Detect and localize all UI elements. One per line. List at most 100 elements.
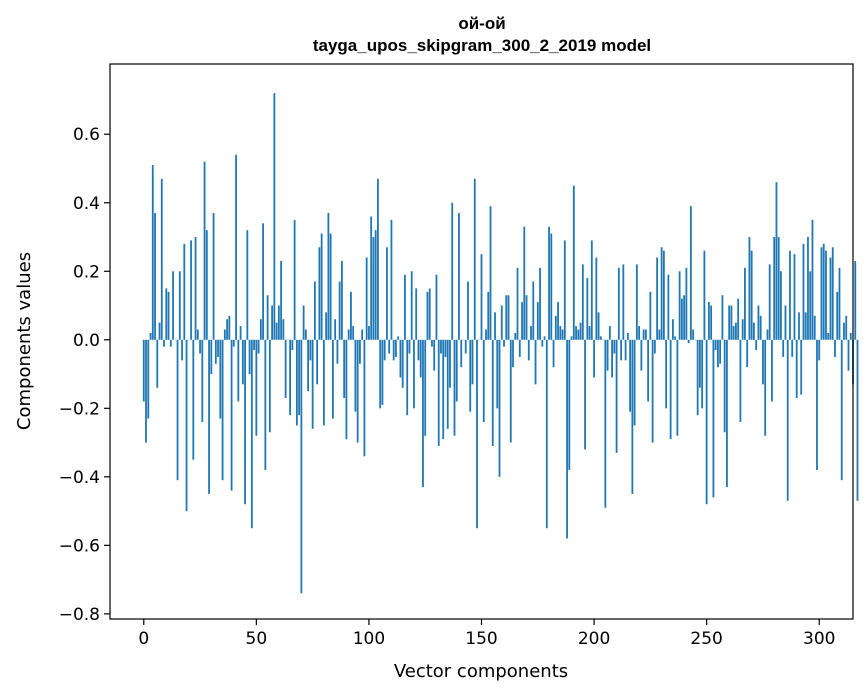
bar-component-313 — [847, 339, 850, 371]
bar-component-109 — [388, 339, 391, 354]
bar-component-261 — [730, 305, 733, 340]
bar-component-264 — [737, 298, 740, 340]
bar-component-254 — [714, 339, 717, 351]
bar-component-138 — [453, 339, 456, 436]
bar-component-171 — [527, 339, 530, 361]
bar-component-9 — [163, 339, 165, 347]
bar-component-291 — [798, 312, 800, 340]
bar-component-214 — [624, 339, 627, 361]
bar-component-38 — [228, 315, 231, 340]
bar-component-309 — [838, 267, 841, 340]
bar-component-74 — [309, 339, 312, 361]
bar-component-44 — [241, 339, 244, 385]
bar-component-230 — [660, 247, 663, 340]
bar-component-13 — [172, 271, 174, 340]
bar-component-84 — [332, 339, 334, 419]
bar-component-151 — [482, 339, 485, 423]
bar-component-83 — [329, 233, 332, 340]
bar-component-247 — [699, 339, 701, 388]
bar-component-301 — [820, 247, 823, 340]
bar-component-143 — [464, 339, 467, 354]
bar-component-258 — [723, 339, 726, 433]
bar-component-197 — [586, 278, 589, 340]
bar-component-98 — [363, 339, 366, 457]
bar-component-277 — [766, 329, 769, 340]
bar-component-196 — [584, 339, 586, 450]
bar-component-191 — [572, 185, 575, 340]
bar-component-172 — [530, 326, 532, 340]
bar-component-166 — [516, 267, 519, 340]
bar-component-33 — [217, 339, 219, 357]
bar-component-206 — [606, 339, 609, 371]
bar-component-281 — [775, 182, 778, 340]
bar-component-257 — [721, 295, 724, 340]
bar-component-299 — [816, 339, 818, 470]
bar-component-280 — [773, 237, 776, 340]
bar-component-97 — [361, 329, 364, 340]
bar-component-125 — [424, 339, 427, 436]
bar-component-46 — [246, 230, 249, 340]
bar-component-49 — [253, 339, 255, 351]
bar-component-217 — [631, 339, 634, 494]
bar-component-23 — [194, 237, 197, 340]
bar-component-241 — [685, 267, 688, 340]
bar-component-173 — [532, 281, 535, 340]
bar-component-108 — [386, 247, 388, 340]
bar-component-28 — [205, 230, 208, 340]
bar-component-223 — [644, 329, 647, 340]
bar-component-37 — [226, 319, 228, 340]
x-tick-label-250: 250 — [690, 629, 722, 649]
y-axis: −0.8 −0.6 −0.4 −0.2 0.0 0.2 0.4 0.6 — [59, 125, 110, 625]
bar-component-25 — [199, 339, 201, 354]
bar-component-137 — [451, 202, 454, 340]
bar-component-78 — [318, 247, 321, 340]
bar-component-30 — [210, 339, 213, 375]
bar-component-249 — [703, 250, 706, 340]
bar-component-136 — [449, 339, 451, 388]
bar-component-7 — [158, 322, 161, 340]
bar-component-141 — [460, 339, 463, 368]
bar-component-67 — [293, 219, 296, 340]
bar-component-100 — [368, 326, 370, 340]
bar-component-47 — [248, 339, 251, 375]
bar-component-113 — [397, 336, 400, 340]
bar-component-10 — [165, 288, 168, 340]
bar-component-202 — [597, 312, 600, 340]
bar-component-8 — [160, 178, 163, 340]
bar-component-105 — [379, 339, 382, 409]
bar-component-62 — [282, 319, 285, 340]
bar-component-181 — [550, 233, 553, 340]
bar-component-178 — [543, 336, 546, 340]
bar-component-2 — [147, 339, 150, 419]
bar-component-39 — [230, 339, 233, 491]
bar-component-189 — [568, 339, 571, 470]
bar-component-271 — [753, 322, 755, 340]
bar-component-16 — [178, 271, 181, 340]
bar-component-121 — [415, 288, 418, 340]
bar-component-307 — [834, 339, 836, 357]
bar-component-243 — [689, 206, 692, 340]
x-axis-label: Vector components — [394, 661, 568, 682]
bar-component-208 — [611, 339, 613, 378]
bar-component-234 — [669, 339, 672, 440]
bar-component-27 — [203, 161, 206, 340]
bar-component-219 — [635, 264, 638, 340]
bar-component-128 — [431, 339, 433, 347]
bar-component-266 — [741, 319, 744, 340]
bar-component-114 — [399, 339, 402, 378]
bar-component-222 — [642, 329, 645, 340]
bar-component-152 — [485, 329, 487, 340]
bar-component-104 — [377, 178, 379, 340]
bar-component-262 — [732, 326, 735, 340]
bar-component-120 — [413, 339, 415, 409]
bar-component-70 — [300, 339, 303, 594]
bar-component-122 — [417, 339, 420, 361]
bar-component-96 — [359, 339, 361, 364]
bar-component-182 — [552, 339, 555, 368]
chart-subtitle: tayga_upos_skipgram_300_2_2019 model — [313, 36, 651, 55]
bar-component-256 — [719, 339, 722, 364]
bar-component-31 — [212, 213, 215, 340]
bar-component-60 — [277, 305, 280, 340]
bar-component-199 — [590, 240, 593, 340]
bar-component-242 — [687, 339, 690, 344]
